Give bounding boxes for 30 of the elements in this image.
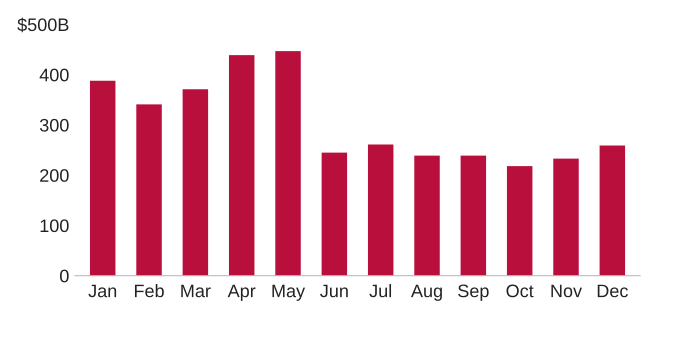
bar [553,158,579,276]
x-tick-label: May [272,284,306,301]
y-tick-label: 200 [40,169,69,182]
x-tick-label: Sep [458,284,489,301]
bar [460,156,486,276]
x-tick-label: Mar [181,284,211,298]
y-tick-label: 300 [40,118,69,132]
x-tick-label: Jun [320,284,348,298]
x-tick-label: Oct [506,284,534,298]
bar [414,156,440,276]
bar [275,51,301,276]
x-tick-label: Feb [134,284,164,298]
bar [136,104,162,276]
x-tick-label: Nov [551,284,582,298]
y-tick-label: 100 [40,219,69,232]
bar [368,144,394,276]
bar [90,80,116,276]
x-tick-label: Apr [228,284,256,301]
bar [182,89,208,276]
bar [322,152,348,276]
x-tick-label: Jul [369,284,392,298]
x-tick-label: Jan [88,284,116,298]
bar [506,166,532,276]
y-tick-label: $500B [17,18,68,32]
x-tick-label: Aug [410,284,442,301]
y-tick-label: 400 [40,68,69,82]
x-tick-label: Dec [598,284,628,298]
y-tick-label: 0 [60,270,69,282]
bar [600,146,626,276]
bar [228,55,254,276]
